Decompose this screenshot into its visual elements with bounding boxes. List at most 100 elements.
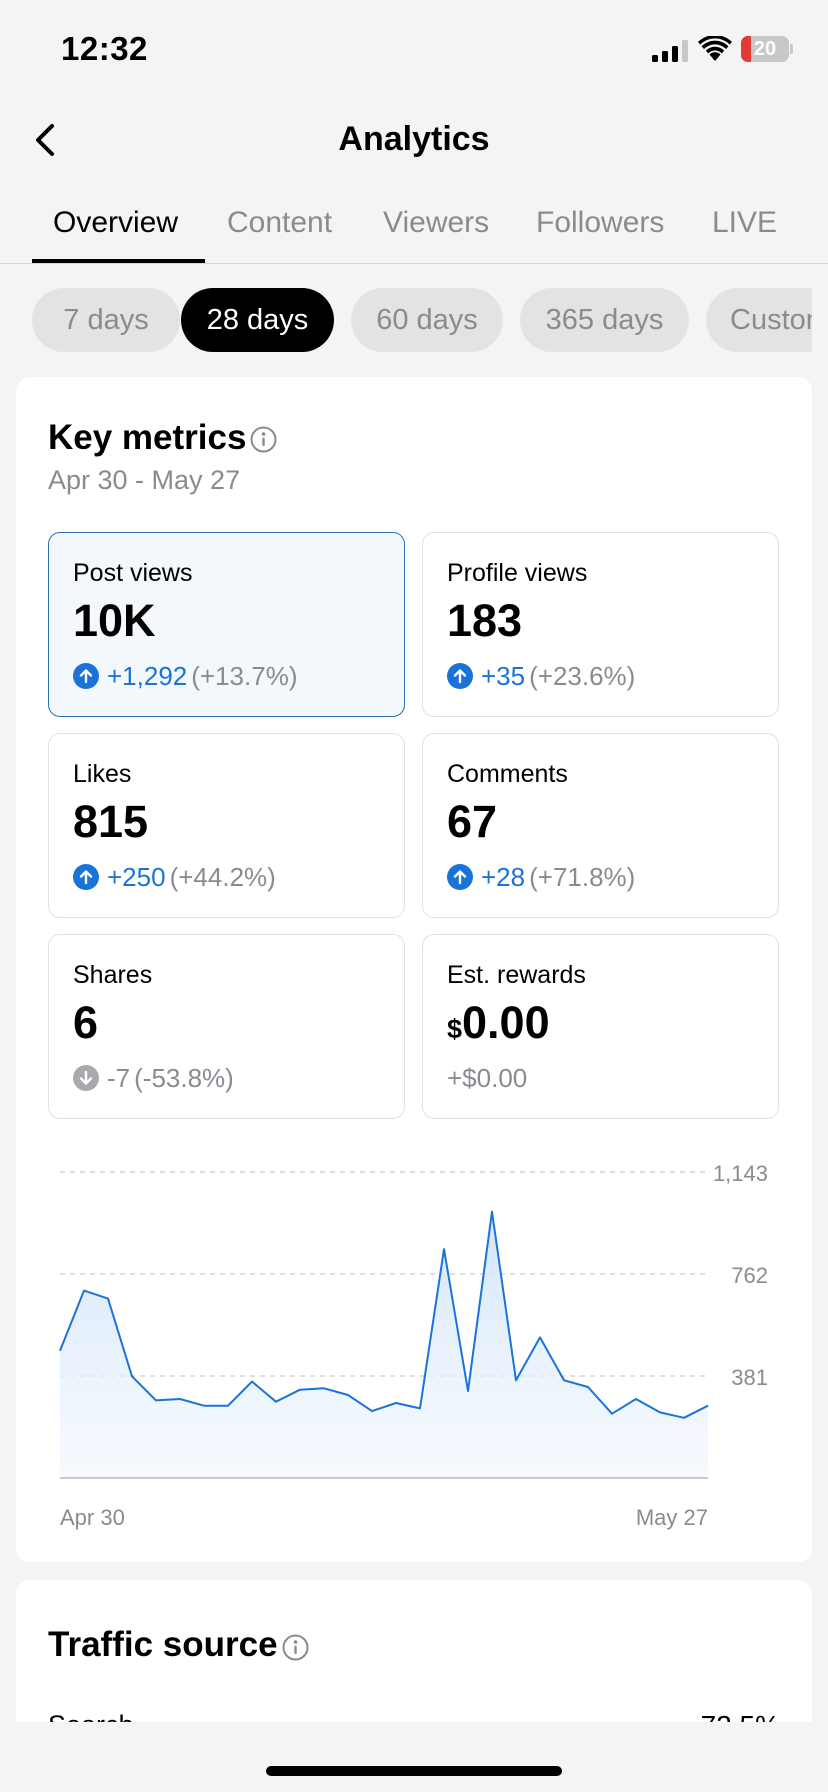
bottom-safe-area	[0, 1722, 828, 1792]
metric-value: $0.00	[447, 997, 550, 1049]
status-time: 12:32	[61, 30, 148, 67]
chart-point	[322, 1386, 327, 1391]
wifi-icon	[698, 36, 732, 61]
chart-point	[346, 1393, 351, 1398]
metric-value-number: 0.00	[462, 997, 550, 1048]
tab-viewers[interactable]: Viewers	[383, 206, 490, 239]
metric-delta: +28	[481, 862, 526, 892]
battery-level-text: 20	[753, 38, 777, 60]
chart-point	[394, 1401, 399, 1406]
metric-change: +$0.00	[447, 1063, 527, 1093]
period-7-days[interactable]: 7 days	[32, 288, 180, 352]
chart-point	[154, 1398, 159, 1403]
metric-change: +35 (+23.6%)	[447, 661, 635, 691]
metric-label: Profile views	[447, 559, 588, 587]
metric-change: +28 (+71.8%)	[447, 862, 635, 892]
tab-live[interactable]: LIVE	[712, 206, 778, 239]
period-28-days[interactable]: 28 days	[181, 288, 334, 352]
metric-value: 6	[73, 997, 99, 1048]
info-icon[interactable]	[282, 1634, 309, 1661]
metric-delta-percent: (+23.6%)	[529, 661, 636, 691]
metric-delta-percent: (+13.7%)	[191, 661, 298, 691]
traffic-source-title: Traffic source	[48, 1625, 278, 1664]
y-tick-label: 381	[731, 1365, 768, 1390]
tab-content[interactable]: Content	[227, 206, 333, 239]
status-bar: 12:32 20	[0, 0, 828, 100]
metric-delta: +35	[481, 661, 526, 691]
x-tick-label-start: Apr 30	[60, 1505, 125, 1530]
period-custom[interactable]: Custom	[706, 288, 812, 352]
info-icon[interactable]	[250, 426, 277, 453]
home-indicator[interactable]	[266, 1766, 562, 1776]
chart-point	[226, 1403, 231, 1408]
chart-point	[538, 1335, 543, 1340]
metric-label: Likes	[73, 760, 132, 788]
date-range: Apr 30 - May 27	[48, 465, 241, 495]
metric-delta-percent: (-53.8%)	[134, 1063, 234, 1093]
active-tab-indicator	[32, 259, 205, 263]
chart-point	[202, 1403, 207, 1408]
tab-overview[interactable]: Overview	[53, 206, 179, 239]
chart-point	[130, 1374, 135, 1379]
chart-point	[178, 1397, 183, 1402]
metric-label: Comments	[447, 760, 568, 788]
arrow-up-icon	[73, 663, 99, 689]
post-views-chart[interactable]: 381 762 1,143 Apr 30 May 27	[16, 1137, 812, 1757]
chart-area-fill	[60, 1211, 708, 1478]
chart-point	[82, 1288, 87, 1293]
currency-symbol: $	[447, 1014, 463, 1044]
period-selector: 7 days 28 days 60 days 365 days Custom	[0, 288, 812, 354]
metric-value: 10K	[73, 595, 156, 646]
x-tick-label-end: May 27	[636, 1505, 708, 1530]
chart-point	[586, 1384, 591, 1389]
chart-point	[106, 1296, 111, 1301]
period-60-days[interactable]: 60 days	[351, 288, 503, 352]
chart-point	[370, 1409, 375, 1414]
metric-value: 183	[447, 595, 523, 646]
page-title: Analytics	[338, 120, 490, 158]
y-tick-label: 762	[731, 1263, 768, 1288]
metric-delta-percent: (+71.8%)	[529, 862, 636, 892]
battery-icon: 20	[741, 36, 793, 62]
chart-point	[514, 1378, 519, 1383]
metric-label: Post views	[73, 559, 193, 587]
metric-value: 67	[447, 796, 498, 847]
metric-comments[interactable]: Comments 67 +28 (+71.8%)	[422, 733, 779, 918]
period-365-days[interactable]: 365 days	[520, 288, 689, 352]
chart-point	[298, 1387, 303, 1392]
chart-point	[490, 1209, 495, 1214]
chart-point	[466, 1388, 471, 1393]
tab-followers[interactable]: Followers	[536, 206, 665, 239]
chart-point	[442, 1247, 447, 1252]
chart-point	[658, 1410, 663, 1415]
chart-point	[274, 1399, 279, 1404]
metric-delta: -7	[107, 1063, 131, 1093]
metric-post-views[interactable]: Post views 10K +1,292 (+13.7%)	[48, 532, 405, 717]
metric-change: +250 (+44.2%)	[73, 862, 276, 892]
chart-line	[59, 1210, 709, 1419]
metric-change: +1,292 (+13.7%)	[73, 661, 297, 691]
chart-point	[610, 1411, 615, 1416]
metric-profile-views[interactable]: Profile views 183 +35 (+23.6%)	[422, 532, 779, 717]
chart-point	[250, 1379, 255, 1384]
arrow-down-icon	[73, 1065, 99, 1091]
metric-likes[interactable]: Likes 815 +250 (+44.2%)	[48, 733, 405, 918]
key-metrics-card: Key metrics Apr 30 - May 27 Post views 1…	[16, 377, 812, 1562]
metric-delta: +$0.00	[447, 1063, 528, 1093]
battery-fill	[741, 36, 751, 62]
metric-value: 815	[73, 796, 149, 847]
chart-point	[58, 1348, 63, 1353]
chart-point	[634, 1397, 639, 1402]
metric-delta: +1,292	[107, 661, 188, 691]
metric-delta: +250	[107, 862, 166, 892]
metric-est-rewards[interactable]: Est. rewards $0.00 +$0.00	[422, 934, 779, 1119]
metric-shares[interactable]: Shares 6 -7 (-53.8%)	[48, 934, 405, 1119]
arrow-up-icon	[447, 663, 473, 689]
back-arrow-icon[interactable]	[28, 118, 62, 162]
metric-delta-percent: (+44.2%)	[169, 862, 276, 892]
metric-label: Shares	[73, 961, 153, 989]
metric-change: -7 (-53.8%)	[73, 1063, 234, 1093]
arrow-up-icon	[73, 864, 99, 890]
chart-point	[418, 1406, 423, 1411]
cellular-signal-icon	[652, 40, 688, 62]
